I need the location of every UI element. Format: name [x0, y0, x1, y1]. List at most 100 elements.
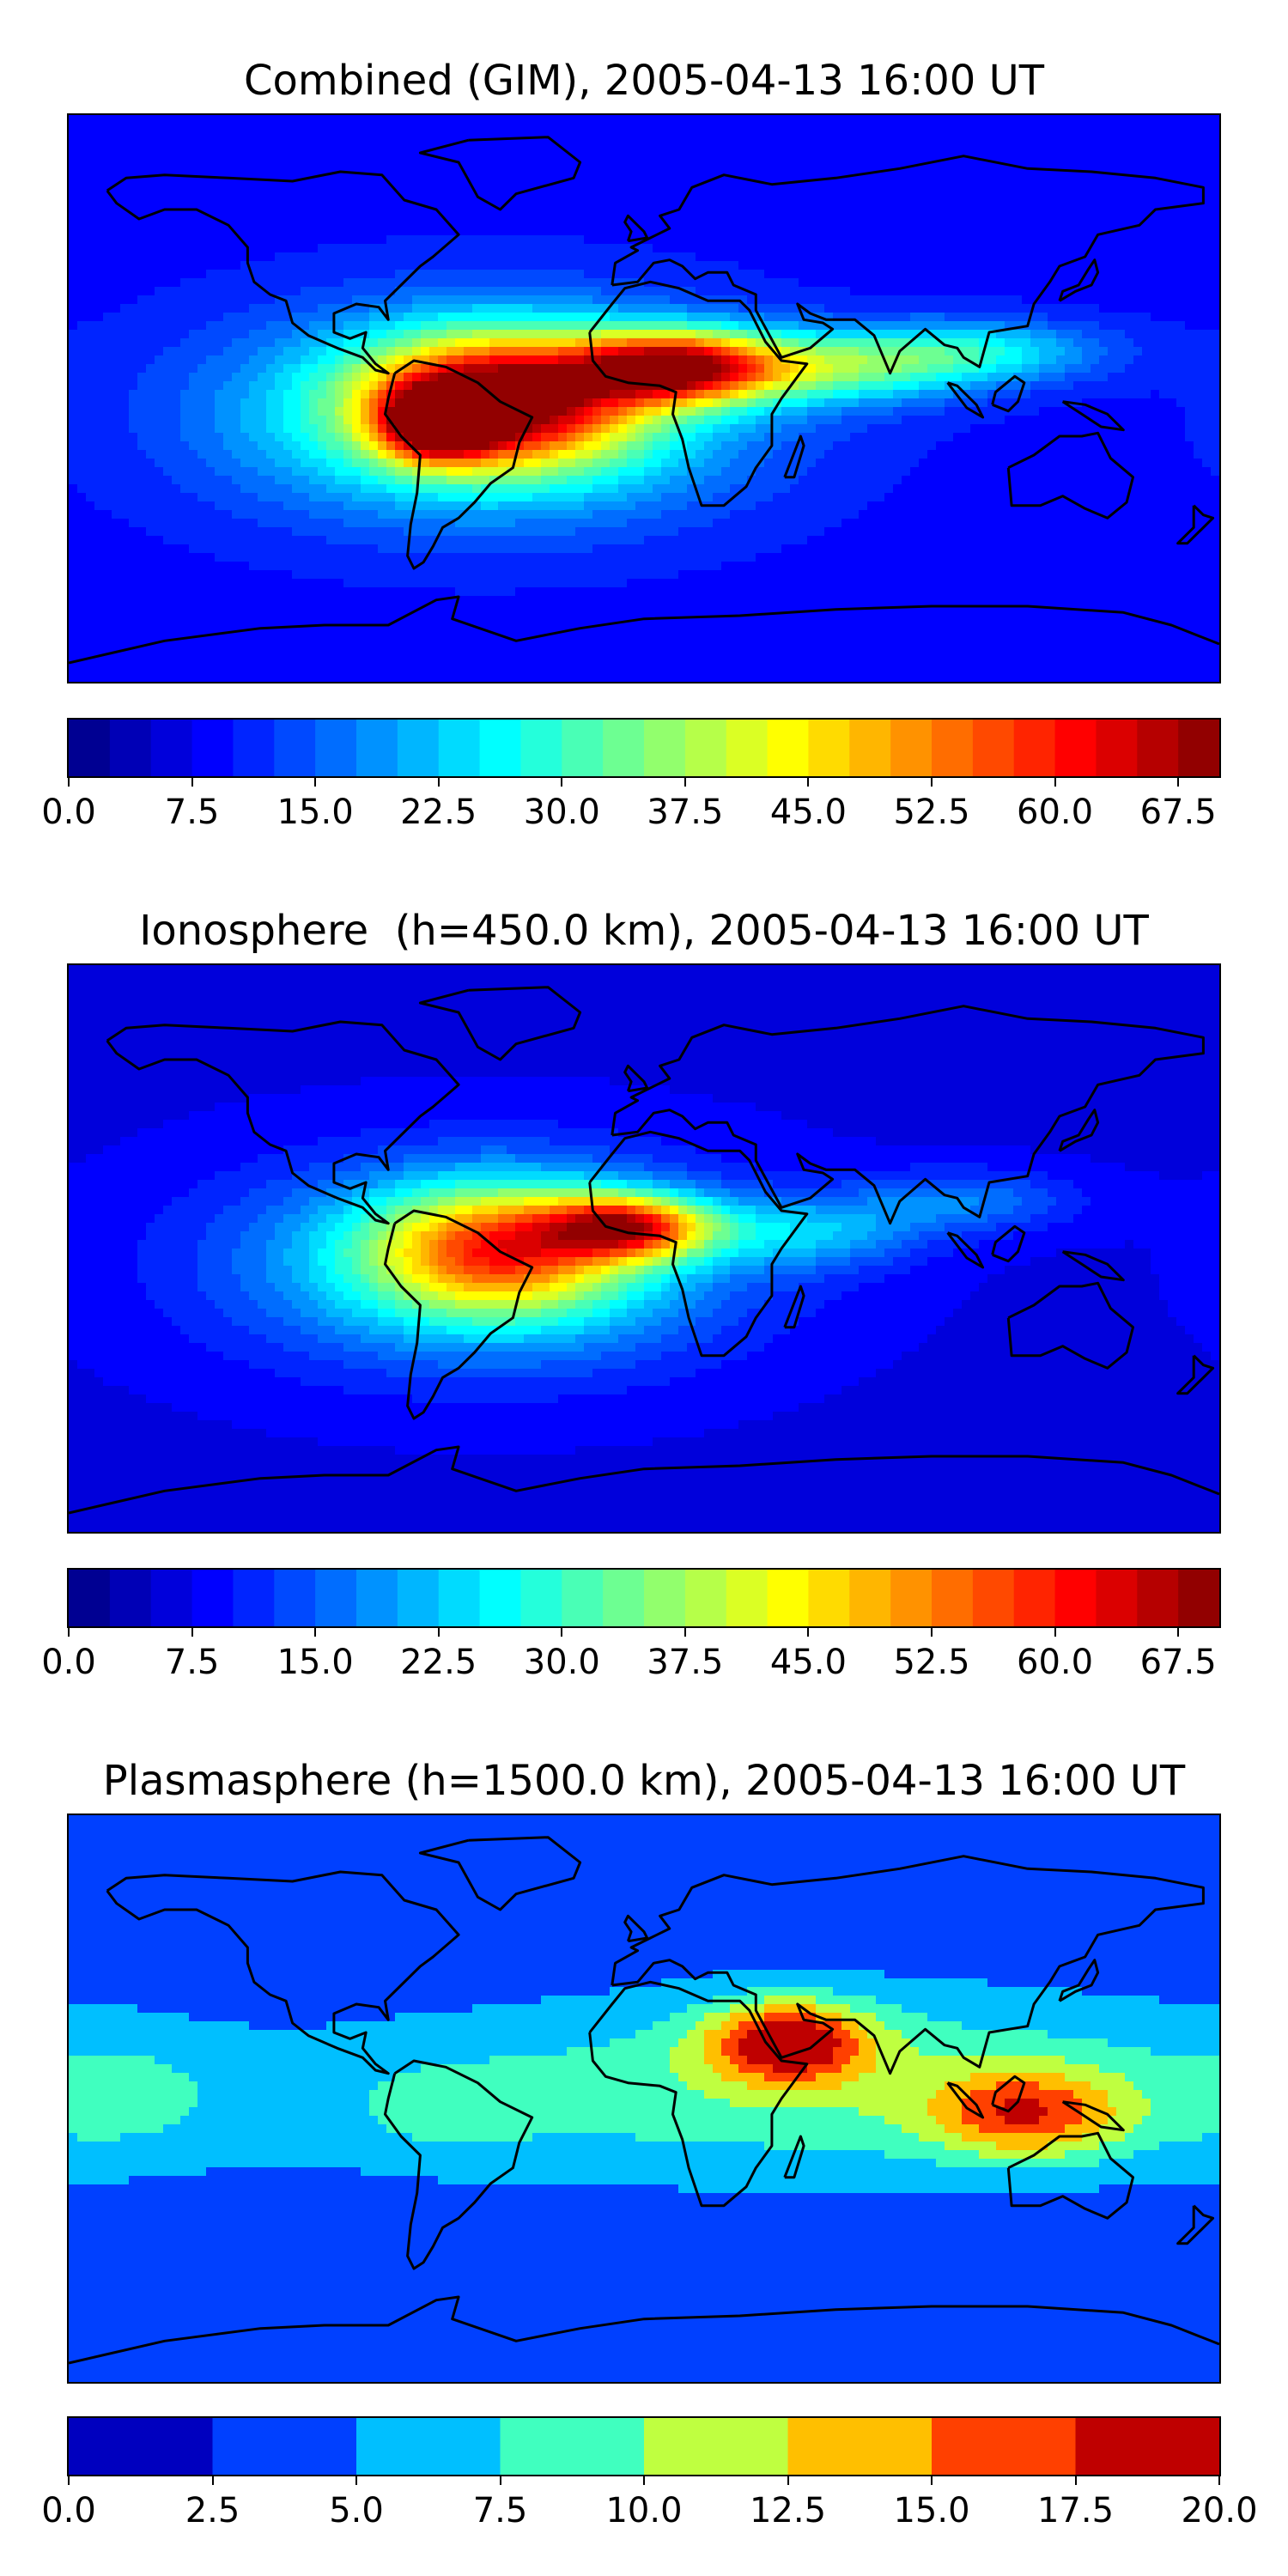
colorbar-level	[109, 1570, 152, 1626]
colorbar-tick-label: 60.0	[1017, 1643, 1093, 1681]
colorbar-level	[233, 1570, 275, 1626]
colorbar-tick	[1218, 2475, 1220, 2485]
tec-map-1	[69, 115, 1219, 682]
colorbar-level	[603, 720, 645, 776]
colorbar-level	[808, 720, 850, 776]
colorbar-level	[932, 1570, 974, 1626]
colorbar-2-ticks: 0.0 7.5 15.0 22.5 30.0 37.5 45.0 52.5 60.0 67.5	[41, 1626, 1218, 1681]
colorbar-level	[932, 720, 974, 776]
colorbar-level	[150, 720, 193, 776]
coastline-greenland	[418, 136, 582, 211]
colorbar-level	[1013, 1570, 1056, 1626]
colorbar-level	[479, 720, 522, 776]
coastline-eurasia	[611, 1855, 1205, 2075]
colorbar-level	[315, 720, 357, 776]
colorbar-level	[212, 2418, 357, 2475]
colorbar-level	[644, 2418, 789, 2475]
coastline-uk	[623, 214, 649, 243]
colorbar-level	[932, 2418, 1077, 2475]
colorbar-tick	[68, 776, 70, 787]
coastline-new-zealand	[1176, 504, 1215, 545]
coastline-japan	[1058, 258, 1100, 302]
colorbar-level	[684, 720, 727, 776]
colorbar-level	[787, 2418, 933, 2475]
chart-title-3: Plasmasphere (h=1500.0 km), 2005-04-13 1…	[0, 1757, 1288, 1805]
colorbar-level	[890, 720, 933, 776]
coastline-japan	[1058, 1109, 1100, 1152]
colorbar-tick-label: 7.5	[473, 2492, 528, 2530]
colorbar-level	[562, 1570, 604, 1626]
colorbar-tick-label: 2.5	[185, 2492, 240, 2530]
colorbar-tick	[68, 1626, 70, 1637]
colorbar-tick	[1177, 776, 1180, 787]
colorbar-tick	[1054, 1626, 1056, 1637]
colorbar-tick	[683, 1626, 686, 1637]
colorbar-level	[644, 720, 686, 776]
coastline-africa	[588, 280, 809, 507]
coastline-south-america	[384, 2059, 534, 2270]
colorbar-level	[1075, 2418, 1219, 2475]
colorbar-level	[1096, 720, 1138, 776]
colorbar-tick-label: 60.0	[1017, 793, 1093, 831]
coastline-south-america	[384, 359, 534, 570]
coastline-antarctica	[69, 1445, 1219, 1515]
colorbar-tick	[1054, 776, 1056, 787]
colorbar-tick-label: 45.0	[770, 793, 847, 831]
colorbar-level	[890, 1570, 933, 1626]
colorbar-tick	[1177, 1626, 1180, 1637]
coastline-africa	[588, 1980, 809, 2208]
coastline-borneo	[991, 374, 1026, 413]
coastline-madagascar	[783, 2135, 805, 2179]
colorbar-1-svg	[69, 720, 1219, 776]
colorbar-1-ticks: 0.0 7.5 15.0 22.5 30.0 37.5 45.0 52.5 60.0 67.5	[41, 776, 1218, 831]
coastline-uk	[623, 1064, 649, 1093]
colorbar-level	[520, 1570, 562, 1626]
colorbar-level	[109, 720, 152, 776]
coastline-south-america	[384, 1209, 534, 1420]
coastline-madagascar	[783, 434, 805, 479]
colorbar-level	[397, 1570, 440, 1626]
colorbar-tick-label: 10.0	[605, 2492, 682, 2530]
colorbar-level	[726, 1570, 769, 1626]
colorbar-level	[603, 1570, 645, 1626]
colorbar-level	[500, 2418, 645, 2475]
coastline-australia	[1006, 1281, 1134, 1370]
coastline-greenland	[418, 986, 582, 1061]
colorbar-2	[67, 1568, 1221, 1628]
coastline-australia	[1006, 431, 1134, 519]
colorbar-tick-label: 7.5	[165, 793, 220, 831]
coastline-africa	[588, 1130, 809, 1358]
tec-map-2	[69, 965, 1219, 1532]
tec-map-3	[69, 1815, 1219, 2382]
colorbar-level	[1096, 1570, 1138, 1626]
coastline-eurasia	[611, 1005, 1205, 1225]
colorbar-tick	[191, 776, 193, 787]
colorbar-level	[191, 1570, 234, 1626]
colorbar-tick	[807, 776, 810, 787]
colorbar-level	[562, 720, 604, 776]
colorbar-level	[356, 2418, 501, 2475]
colorbar-level	[808, 1570, 850, 1626]
colorbar-tick	[499, 2475, 501, 2485]
colorbar-tick	[211, 2475, 214, 2485]
colorbar-level	[438, 720, 481, 776]
colorbar-level	[356, 720, 398, 776]
colorbar-level	[1137, 1570, 1179, 1626]
colorbar-tick-label: 7.5	[165, 1643, 220, 1681]
coastline-new-guinea	[1061, 1250, 1125, 1282]
colorbar-3-ticks: 0.0 2.5 5.0 7.5 10.0 12.5 15.0 17.5 20.0	[41, 2475, 1258, 2530]
colorbar-tick	[437, 1626, 440, 1637]
colorbar-3	[67, 2416, 1221, 2476]
coastline-antarctica	[69, 2295, 1219, 2365]
colorbar-tick-label: 20.0	[1181, 2492, 1257, 2530]
coastline-japan	[1058, 1959, 1100, 2002]
colorbar-tick-label: 45.0	[770, 1643, 847, 1681]
colorbar-tick-label: 22.5	[400, 793, 477, 831]
map-plot-3	[67, 1814, 1221, 2384]
colorbar-tick-label: 52.5	[893, 793, 969, 831]
colorbar-level	[479, 1570, 522, 1626]
colorbar-tick	[191, 1626, 193, 1637]
coastline-borneo	[991, 1224, 1026, 1263]
colorbar-tick-label: 0.0	[41, 793, 96, 831]
colorbar-tick-label: 12.5	[750, 2492, 826, 2530]
